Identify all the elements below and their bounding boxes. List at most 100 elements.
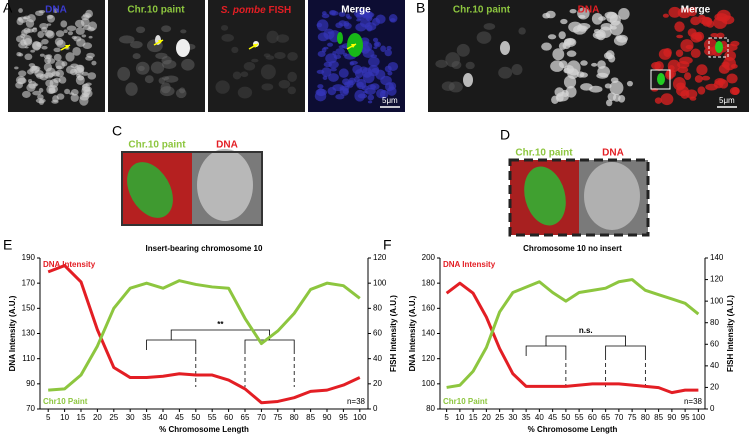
bracket-lead [195,350,295,387]
chromosome [668,6,682,18]
chromosome [17,17,22,21]
x-tick-label: 40 [159,413,168,422]
chromosome [672,76,686,91]
chromosome [697,86,706,95]
chromosome [386,45,392,51]
y-tick-label: 80 [426,404,435,413]
y2-tick-label: 80 [373,303,382,312]
y2-tick-label: 0 [373,404,378,413]
y-tick-label: 170 [22,278,36,287]
x-tick-label: 15 [77,413,86,422]
chromosome [618,94,626,103]
chromosome [215,80,230,94]
chromosome [679,56,693,65]
paint-signal [657,73,665,85]
y2-tick-label: 80 [710,318,719,327]
chromosome [618,8,630,20]
bracket [146,329,295,350]
chromosome [375,14,386,24]
chromosome [278,79,291,89]
chromosome [568,21,583,33]
chromosome [130,40,143,49]
chromosome [66,25,77,32]
y-tick-label: 180 [422,278,436,287]
chromosome [56,93,65,100]
chromosome [687,6,697,17]
chromosome [274,51,286,60]
chromosome [53,53,62,62]
chromosome [599,26,612,38]
chromosome [368,56,380,67]
chromosome [232,71,242,80]
paint-signal [337,32,343,44]
chart-title: Insert-bearing chromosome 10 [146,244,263,253]
chromosome [591,12,603,25]
chromosome [476,31,492,44]
chromosome [91,60,97,66]
x-axis-title: % Chromosome Length [528,425,618,434]
x-tick-label: 95 [339,413,348,422]
chromosome [356,18,362,22]
y2-tick-label: 100 [373,278,387,287]
chromosome [287,51,298,61]
chromosome [626,80,633,87]
chromosome [321,13,330,19]
x-tick-label: 100 [353,413,367,422]
chromosome [566,60,581,76]
chromosome [597,65,611,78]
chromosome [367,94,375,101]
y-tick-label: 110 [22,354,35,363]
chromosome [70,93,79,102]
chromosome [690,48,701,59]
y-tick-label: 130 [22,329,36,338]
chromosome [21,29,28,37]
chromosome [44,30,54,37]
chromosome [677,66,689,74]
arrowhead [65,45,70,49]
chromosome [53,8,58,14]
panel-label: Chr.10 paint [453,5,511,16]
chromosome [344,81,351,88]
chromosome [376,88,386,99]
panel-label: Chr.10 paint [127,5,185,16]
chromosome [26,28,34,33]
chromosome [696,64,708,76]
chromosome [75,27,85,35]
panel-label: Chr.10 paint [515,148,573,159]
chromosome [552,48,565,61]
chromosome [564,38,572,45]
chromosome [605,99,613,107]
chromosome [338,11,346,17]
chromosome [580,83,593,91]
chromosome [603,52,613,60]
chromosome [287,86,296,95]
chromosome [663,47,672,57]
chromosome [348,79,354,84]
chromosome [162,76,170,81]
chromosome [35,73,45,79]
paint-signal [524,166,566,226]
chromosome [676,34,684,39]
chromosome [705,83,718,91]
chromosome [49,78,59,88]
chromosome [387,61,399,71]
chromosome [380,45,387,52]
panel-label: Chr.10 paint [128,140,186,151]
chromosome [665,69,677,79]
chromosome [87,72,97,80]
chromosome [60,20,68,28]
x-tick-label: 25 [109,413,118,422]
chromosome [465,61,475,70]
chromosome [716,32,725,39]
chromosome [88,35,93,39]
y2-tick-label: 140 [710,253,724,262]
x-tick-label: 10 [60,413,69,422]
chromosome [316,69,325,74]
chromosome [160,82,171,94]
chromosome [76,64,85,73]
chromosome [328,73,339,82]
y2-tick-label: 100 [710,296,724,305]
x-tick-label: 55 [208,413,217,422]
chromosome [82,25,92,31]
chromosome [24,53,33,61]
